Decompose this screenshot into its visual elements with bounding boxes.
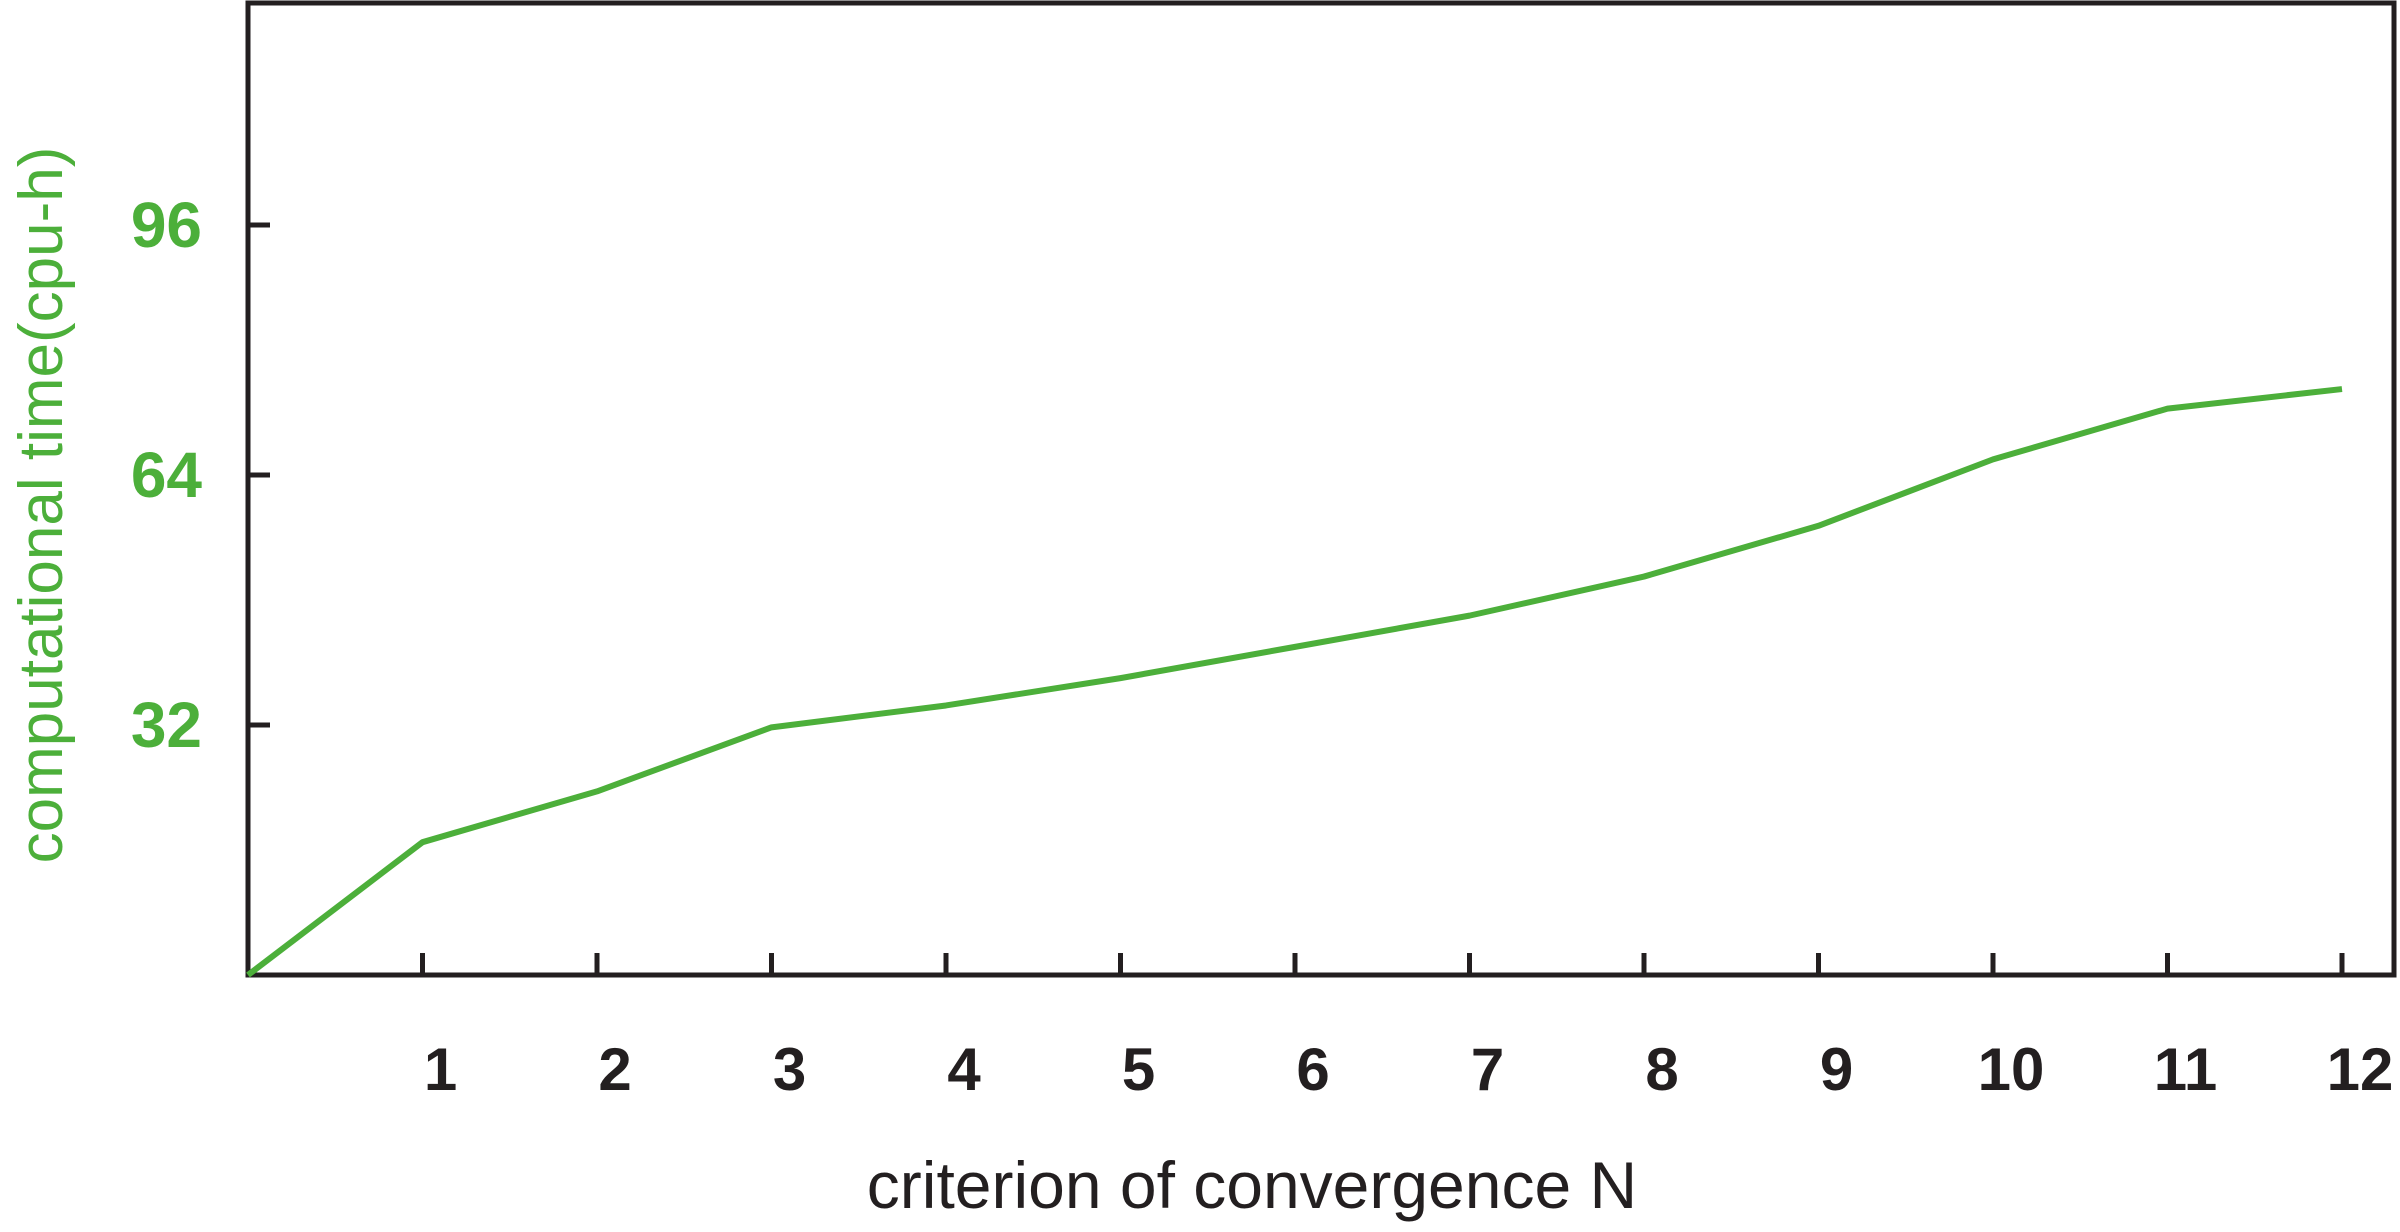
x-tick-label: 4 bbox=[947, 1036, 981, 1103]
series-layer bbox=[246, 386, 2343, 978]
x-tick-label: 8 bbox=[1645, 1036, 1678, 1103]
series-line bbox=[246, 386, 2343, 978]
x-tick-label: 3 bbox=[773, 1036, 806, 1103]
x-tick-label: 7 bbox=[1471, 1036, 1504, 1103]
x-tick-label: 12 bbox=[2327, 1036, 2394, 1103]
x-tick-label: 6 bbox=[1296, 1036, 1329, 1103]
x-tick-label: 10 bbox=[1978, 1036, 2045, 1103]
x-axis-label: criterion of convergence N bbox=[867, 1148, 1637, 1222]
y-axis-label: computational time(cpu-h) bbox=[7, 147, 76, 864]
x-tick-label: 11 bbox=[2154, 1036, 2217, 1103]
x-tick-label: 9 bbox=[1820, 1036, 1853, 1103]
x-tick-label: 5 bbox=[1122, 1036, 1155, 1103]
x-tick-label: 2 bbox=[598, 1036, 631, 1103]
y-tick-label: 96 bbox=[131, 189, 202, 261]
axes bbox=[245, 0, 2397, 978]
y-tick-label: 64 bbox=[131, 439, 203, 511]
plot-frame bbox=[245, 0, 2397, 978]
x-tick-label: 1 bbox=[424, 1036, 457, 1103]
y-tick-label: 32 bbox=[131, 689, 202, 761]
